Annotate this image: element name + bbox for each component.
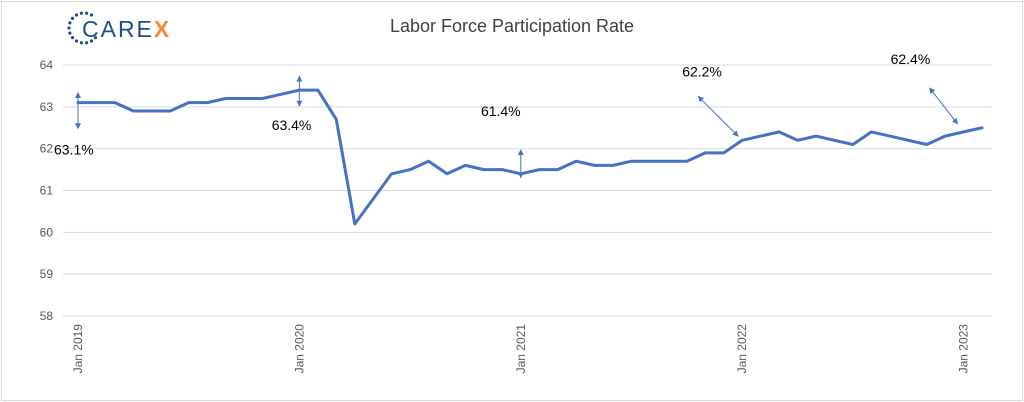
annotation-label: 62.2%	[682, 63, 722, 79]
logo-dot	[89, 39, 94, 43]
logo-dot	[74, 39, 79, 43]
x-tick-label: Jan 2022	[735, 324, 749, 374]
chart-title: Labor Force Participation Rate	[389, 16, 635, 36]
x-tick-label: Jan 2023	[957, 324, 971, 374]
y-axis-tick-labels: 58 59 60 61 62 63 64	[40, 58, 54, 323]
logo-dot	[70, 16, 75, 20]
y-tick-label: 62	[40, 142, 54, 156]
y-tick-label: 61	[40, 184, 54, 198]
logo-wordmark: CAREX	[82, 16, 171, 43]
y-gridlines	[63, 64, 992, 317]
carex-logo: CAREX	[64, 8, 174, 48]
series-line-layer	[76, 88, 984, 226]
logo-dot	[85, 41, 89, 45]
logo-dot	[85, 11, 89, 15]
y-tick-label: 58	[40, 309, 54, 323]
logo-dot	[93, 36, 98, 40]
participation-rate-line	[76, 88, 984, 226]
x-tick-label: Jan 2021	[514, 324, 528, 374]
annotation-arrow	[929, 87, 958, 125]
y-tick-label: 60	[40, 225, 54, 239]
x-tick-label: Jan 2019	[71, 324, 85, 374]
annotation-layer: 63.1% 63.4% 61.4% 62.2% 62.4%	[54, 51, 958, 179]
logo-dot	[79, 41, 83, 45]
logo-dot	[89, 13, 94, 17]
y-tick-label: 64	[40, 58, 54, 72]
annotation-label: 63.4%	[272, 117, 312, 133]
logo-wordmark-suffix: X	[153, 16, 172, 42]
x-axis-tick-labels: Jan 2019 Jan 2020 Jan 2021 Jan 2022 Jan 2023	[71, 324, 971, 374]
logo-dot	[68, 31, 72, 35]
annotation-label: 62.4%	[891, 51, 931, 67]
annotation-arrow	[697, 95, 739, 137]
x-tick-label: Jan 2020	[292, 324, 306, 374]
y-tick-label: 59	[40, 267, 54, 281]
logo-dot	[67, 26, 71, 30]
logo-dot	[74, 13, 79, 17]
logo-dot	[68, 21, 72, 25]
logo-dot-ring-icon	[67, 11, 98, 45]
y-tick-label: 63	[40, 100, 54, 114]
annotation-label: 63.1%	[54, 142, 94, 158]
annotation-label: 61.4%	[481, 103, 521, 119]
logo-wordmark-prefix: CARE	[82, 16, 154, 42]
logo-dot	[79, 11, 83, 15]
logo-dot	[70, 36, 75, 40]
